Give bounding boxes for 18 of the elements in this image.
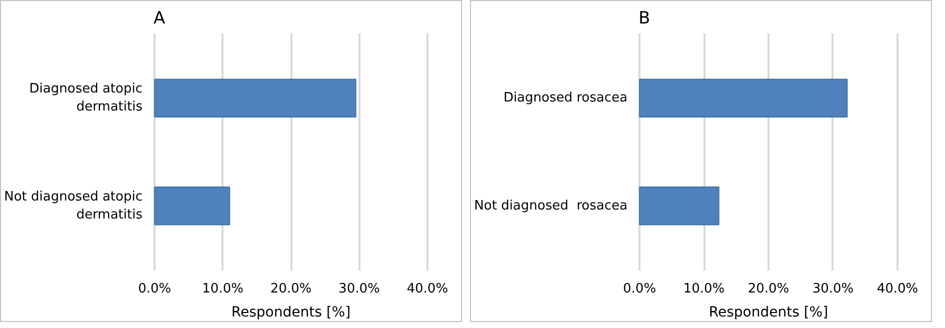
x-tick-label: 10.0% xyxy=(683,282,725,296)
y-tick-label: Diagnosed atopic dermatitis xyxy=(29,82,143,115)
y-tick-label: Not diagnosed rosacea xyxy=(474,198,628,214)
chart-title: A xyxy=(154,8,166,28)
x-tick-label: 10.0% xyxy=(202,282,244,296)
x-tick-label: 40.0% xyxy=(406,282,448,296)
y-tick-label: Diagnosed rosacea xyxy=(503,90,628,106)
x-tick-label: 0.0% xyxy=(138,282,172,296)
x-tick-label: 20.0% xyxy=(748,282,790,296)
x-axis-title: Respondents [%] xyxy=(231,304,351,320)
x-tick-label: 30.0% xyxy=(812,282,854,296)
x-tick-label: 20.0% xyxy=(270,282,312,296)
x-tick-label: 30.0% xyxy=(338,282,380,296)
x-tick-label: 0.0% xyxy=(623,282,656,296)
x-axis-title: Respondents [%] xyxy=(708,304,828,320)
x-tick-label: 40.0% xyxy=(876,282,918,296)
y-tick-label: Not diagnosed atopic dermatitis xyxy=(4,189,143,222)
chart-title: B xyxy=(638,8,650,28)
